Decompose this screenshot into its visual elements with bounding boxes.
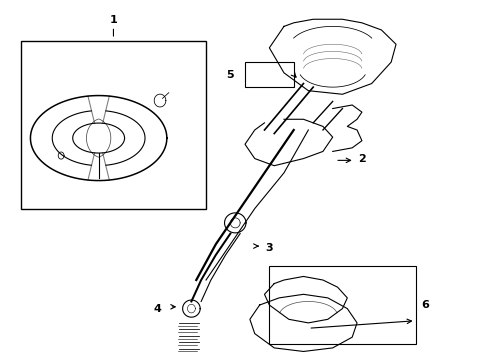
Text: 5: 5 [226,69,234,80]
Text: 2: 2 [358,154,366,164]
Bar [245,62,294,87]
Bar [270,266,416,344]
Text: 3: 3 [266,243,273,253]
Text: 6: 6 [421,300,429,310]
Text: 1: 1 [110,15,117,25]
Text: 4: 4 [153,304,161,314]
Bar [21,41,206,208]
